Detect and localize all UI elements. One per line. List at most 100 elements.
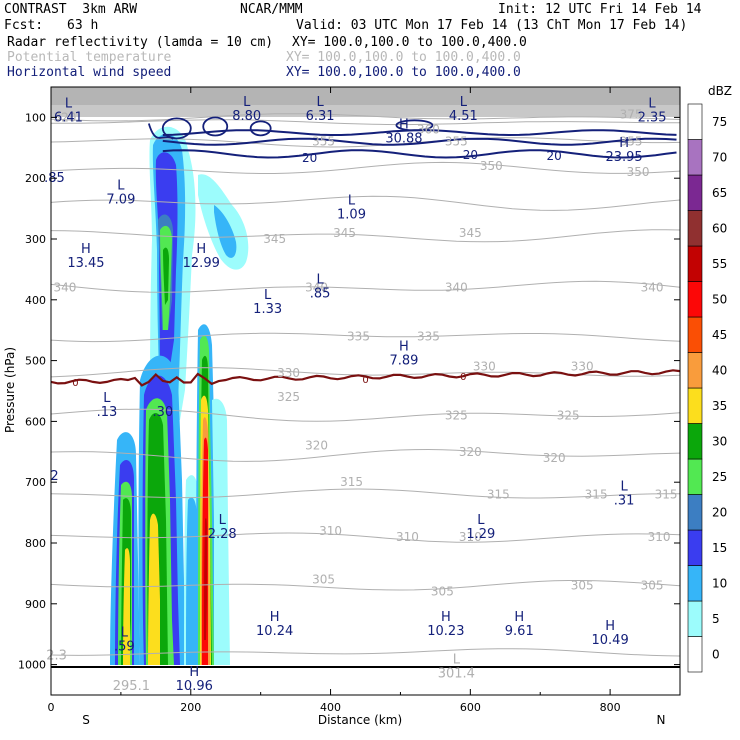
extremum-marker: H [196, 242, 206, 257]
y-tick-label: 1000 [18, 659, 46, 672]
field-xy-reflectivity: XY= 100.0,100.0 to 100.0,400.0 [292, 35, 527, 50]
colorbar-swatch-30 [687, 423, 703, 460]
theta-contour [51, 648, 680, 657]
theta-contour [51, 488, 680, 499]
x-tick-label: 400 [320, 701, 341, 714]
extremum-marker: H [270, 610, 280, 625]
echo-darkgreen-tower [163, 247, 169, 305]
theta-contour [51, 137, 680, 148]
colorbar-swatch-60 [687, 210, 703, 247]
extremum-marker: L [460, 95, 468, 110]
extremum-marker: H [514, 610, 524, 625]
y-tick-label: 500 [25, 355, 46, 368]
theta-label: 330 [277, 366, 300, 380]
theta-contour [51, 408, 680, 422]
theta-label: 320 [305, 439, 328, 453]
colorbar-label: 5 [712, 612, 720, 626]
project-title: CONTRAST 3km ARW [4, 2, 138, 17]
colorbar-swatch-25 [687, 458, 703, 495]
extremum-marker: L [264, 288, 272, 303]
extremum-marker: L [348, 194, 356, 209]
echo-lightblue-plume [214, 205, 237, 258]
theta-label: 305 [312, 572, 335, 586]
theta-label: 340 [305, 281, 328, 295]
theta-label: 315 [340, 475, 363, 489]
extremum-value: 2.28 [208, 527, 237, 542]
colorbar-swatch-20 [687, 494, 703, 531]
field-name-wind: Horizontal wind speed [7, 65, 172, 80]
theta-label: 340 [445, 281, 468, 295]
y-tick-label: 800 [25, 537, 46, 550]
colorbar-swatch-15 [687, 529, 703, 566]
wind-labels: 20 20 20 0 0 0 [72, 148, 562, 389]
upper-theta-band [51, 87, 680, 117]
extremum-marker: H [441, 610, 451, 625]
field-xy-theta: XY= 100.0,100.0 to 100.0,400.0 [286, 50, 521, 65]
theta-label: 305 [641, 579, 664, 593]
echo-cell-b-yellow [148, 513, 160, 665]
freezing-label: 0 [460, 372, 466, 383]
theta-label: 350 [480, 159, 503, 173]
theta-contour [51, 580, 680, 591]
theta-label: 330 [571, 360, 594, 374]
plot-frame [50, 86, 681, 696]
colorbar-label: 25 [712, 470, 727, 484]
extremum-value: 1.09 [337, 208, 366, 223]
theta-contour [51, 161, 680, 174]
theta-contour [51, 448, 680, 462]
colorbar-label: 35 [712, 399, 727, 413]
extremum-value: 1.33 [253, 302, 282, 317]
echo-cell-a-yellow [123, 548, 130, 665]
colorbar-swatch-5 [687, 600, 703, 637]
colorbar-label: 45 [712, 328, 727, 342]
extremum-value: 8.80 [232, 109, 261, 124]
wind-contour [162, 137, 677, 146]
extremum-value: .13 [97, 405, 118, 420]
y-tick-label: 700 [25, 476, 46, 489]
extremum-marker: L [65, 96, 73, 111]
extremum-value: 4.51 [449, 109, 478, 124]
valid-time: Valid: 03 UTC Mon 17 Feb 14 (13 ChT Mon … [296, 18, 688, 33]
extremum-value: 9.61 [505, 624, 534, 639]
theta-label: 345 [459, 226, 482, 240]
theta-contours [51, 113, 680, 657]
extremum-value: 2.35 [638, 110, 667, 125]
theta-contour [51, 113, 680, 122]
theta-label: 325 [557, 408, 580, 422]
colorbar-label: 70 [712, 150, 727, 164]
theta-label: 310 [648, 530, 671, 544]
theta-label: 320 [543, 451, 566, 465]
y-tick-label: 300 [25, 233, 46, 246]
colorbar-label: 55 [712, 257, 727, 271]
colorbar-label: 20 [712, 505, 727, 519]
theta-contour [51, 332, 680, 343]
colorbar-label: 0 [712, 647, 720, 661]
extremum-value: 301.4 [438, 667, 475, 682]
colorbar-swatch-75 [687, 103, 703, 140]
echo-cell-c-blue [186, 497, 197, 665]
extremum-value: .31 [614, 493, 635, 508]
theta-label: 335 [417, 329, 440, 343]
colorbar-swatch-10 [687, 565, 703, 602]
x-tick-label: 0 [48, 701, 55, 714]
field-name-theta: Potential temperature [7, 50, 172, 65]
y-tick-label: 900 [25, 598, 46, 611]
y-tick-label: 400 [25, 294, 46, 307]
theta-label: 305 [571, 579, 594, 593]
echo-cell-d-cyan-right [212, 398, 230, 665]
field-xy-wind: XY= 100.0,100.0 to 100.0,400.0 [286, 65, 521, 80]
colorbar-label: 60 [712, 221, 727, 235]
reflectivity-shading [110, 126, 249, 665]
theta-label: 325 [445, 408, 468, 422]
extremum-value: 10.49 [592, 633, 629, 648]
extremum-value: .59 [114, 639, 135, 654]
init-time: Init: 12 UTC Fri 14 Feb 14 [498, 2, 702, 17]
extremum-marker: L [316, 273, 324, 288]
extremum-value: 2.3 [46, 648, 67, 663]
extremum-value: 2 [50, 469, 58, 484]
colorbar-label: 30 [712, 434, 727, 448]
extremum-value: 13.45 [67, 256, 104, 271]
colorbar-swatch-45 [687, 316, 703, 353]
theta-label: 310 [396, 530, 419, 544]
wind-closed-contour [202, 116, 229, 137]
